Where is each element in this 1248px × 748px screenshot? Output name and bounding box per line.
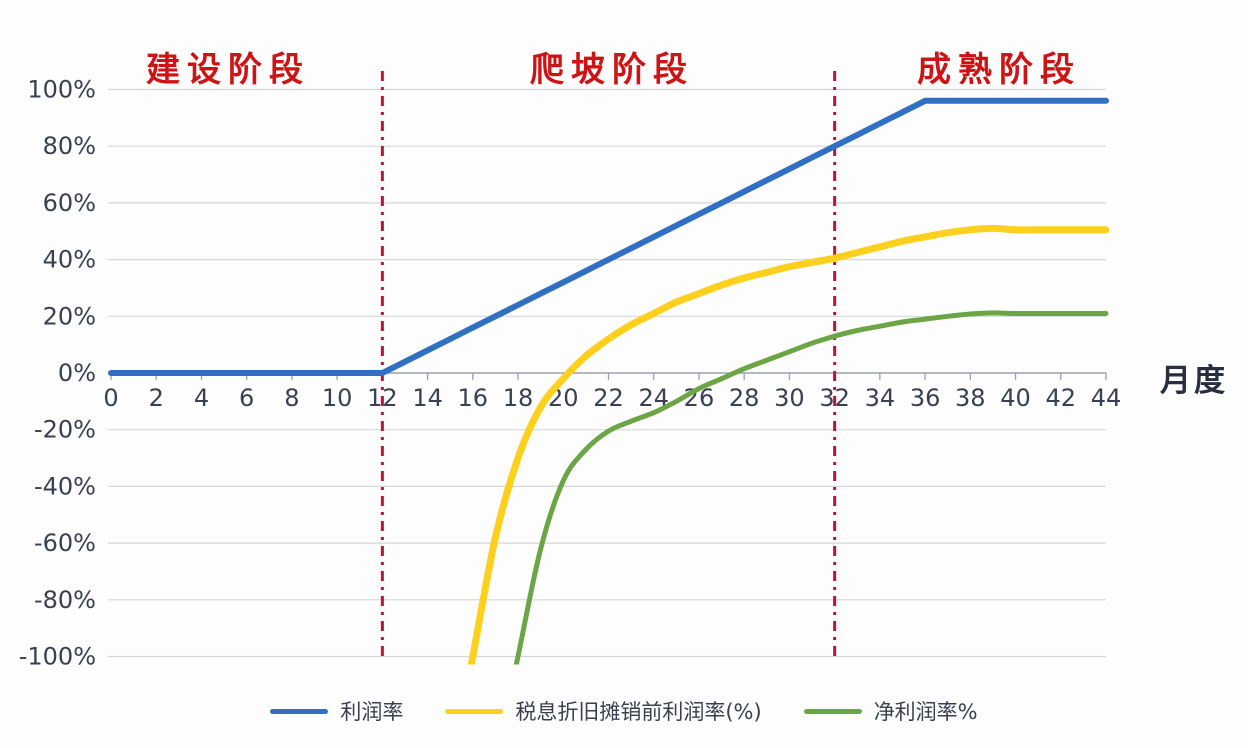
legend-line-swatch-green	[803, 708, 862, 714]
x-tick-label: 10	[322, 384, 353, 412]
y-tick-label: 20%	[43, 302, 96, 330]
legend: 利润率 税息折旧摊销前利润率(%) 净利润率%	[0, 696, 1248, 726]
legend-item-net-margin: 净利润率%	[803, 696, 978, 726]
x-tick-label: 6	[239, 384, 254, 412]
series-line-2	[513, 310, 1109, 665]
y-tick-label: 60%	[43, 189, 96, 217]
x-tick-label: 42	[1045, 384, 1076, 412]
x-tick-label: 34	[865, 384, 896, 412]
x-tick-label: 16	[458, 384, 489, 412]
legend-line-swatch-blue	[270, 708, 329, 714]
y-tick-label: -100%	[19, 643, 96, 671]
phase-label-mature: 成熟阶段	[917, 50, 1081, 90]
x-tick-label: 8	[284, 384, 299, 412]
legend-line-swatch-yellow	[445, 708, 504, 714]
x-tick-label: 22	[593, 384, 624, 412]
x-tick-label: 18	[503, 384, 534, 412]
x-tick-label: 40	[1000, 384, 1031, 412]
x-tick-label: 28	[729, 384, 760, 412]
x-tick-label: 36	[910, 384, 941, 412]
x-tick-label: 30	[774, 384, 805, 412]
x-tick-label: 44	[1091, 384, 1122, 412]
legend-label: 税息折旧摊销前利润率(%)	[515, 700, 762, 724]
x-tick-label: 38	[955, 384, 986, 412]
series-group	[108, 97, 1110, 665]
x-tick-label: 0	[103, 384, 118, 412]
y-tick-label: 40%	[43, 246, 96, 274]
series-line-1	[467, 224, 1110, 665]
x-axis-title: 月度	[1160, 363, 1228, 399]
x-tick-label: 4	[194, 384, 209, 412]
series-line-0	[108, 97, 1109, 376]
phase-label-rampup: 爬坡阶段	[530, 50, 694, 90]
y-tick-label: -20%	[34, 416, 96, 444]
legend-item-ebitda-margin: 税息折旧摊销前利润率(%)	[445, 696, 762, 726]
y-tick-label: -60%	[34, 529, 96, 557]
y-tick-label: 80%	[43, 132, 96, 160]
x-tick-label: 14	[412, 384, 443, 412]
y-tick-label: 100%	[27, 76, 96, 104]
legend-label: 净利润率%	[873, 700, 978, 724]
legend-item-profit-margin: 利润率	[270, 696, 403, 726]
phase-label-construction: 建设阶段	[146, 50, 310, 90]
y-tick-label: -40%	[34, 472, 96, 500]
legend-label: 利润率	[340, 700, 404, 724]
y-tick-label: 0%	[58, 359, 96, 387]
x-tick-label: 2	[149, 384, 164, 412]
y-tick-label: -80%	[34, 586, 96, 614]
